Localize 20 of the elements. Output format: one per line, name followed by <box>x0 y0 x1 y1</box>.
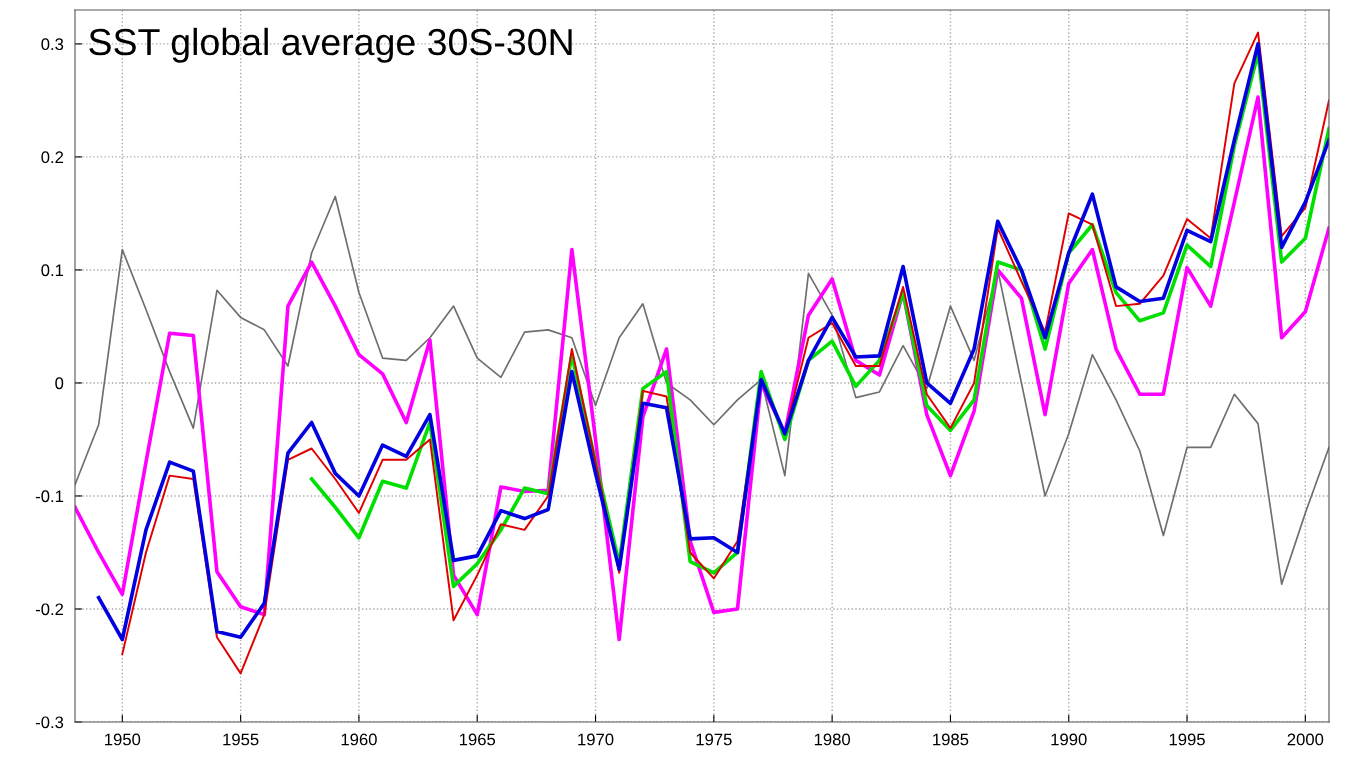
x-tick-label: 1955 <box>223 733 259 746</box>
y-tick-label: -0.3 <box>35 716 64 729</box>
y-tick-label: -0.1 <box>35 490 64 503</box>
y-tick-label: -0.2 <box>35 603 64 616</box>
y-tick-label: 0.1 <box>41 264 64 277</box>
x-tick-label: 1975 <box>696 733 732 746</box>
x-tick-label: 1965 <box>459 733 496 746</box>
x-tick-label: 1985 <box>933 733 969 746</box>
x-tick-label: 1950 <box>105 733 141 746</box>
x-tick-label: 1980 <box>814 733 851 746</box>
y-tick-label: 0.3 <box>41 38 64 51</box>
chart-title: SST global average 30S-30N <box>89 27 572 63</box>
y-tick-label: 0 <box>55 377 64 390</box>
x-tick-label: 1990 <box>1051 733 1087 746</box>
y-tick-label: 0.2 <box>41 151 64 164</box>
x-tick-label: 1995 <box>1169 733 1205 746</box>
x-tick-label: 2000 <box>1287 733 1324 746</box>
line-series <box>75 195 1329 585</box>
x-tick-label: 1970 <box>578 733 614 746</box>
x-tick-label: 1960 <box>341 733 377 746</box>
